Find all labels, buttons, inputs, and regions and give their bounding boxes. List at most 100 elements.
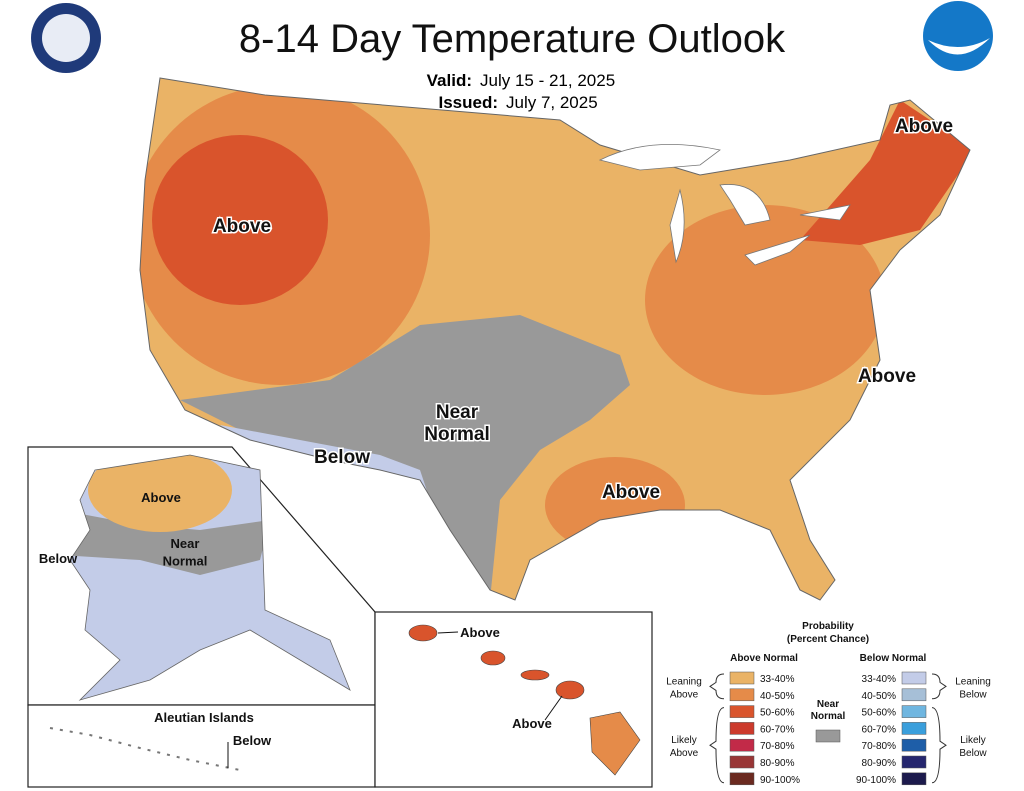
issued-date: July 7, 2025 [506, 93, 598, 112]
aleutian-islands [49, 727, 241, 771]
label-line: Above [512, 716, 552, 731]
legend-swatch [729, 671, 755, 685]
label-line: Below [314, 447, 370, 468]
region-label: Below [313, 446, 372, 470]
map-labels: AboveAboveAboveAboveNearNormalBelowAbove… [39, 115, 955, 749]
legend-bin-label: 33-40% [760, 674, 795, 685]
region-label: Above [460, 625, 500, 640]
gulf-40-50 [545, 457, 685, 553]
label-line: Near [171, 536, 200, 551]
legend-brace [931, 707, 947, 784]
legend-swatch [901, 755, 927, 769]
valid-dates: July 15 - 21, 2025 [480, 71, 615, 90]
valid-label: Valid: [427, 71, 472, 90]
legend-title: Probability [802, 621, 854, 632]
label-line: Above [460, 625, 500, 640]
region-label: Above [141, 490, 181, 505]
legend-swatch [729, 688, 755, 702]
legend-bin-label: 90-100% [856, 775, 896, 786]
region-label: Above [856, 365, 917, 389]
noaa-logo [923, 1, 993, 71]
legend-swatch [901, 738, 927, 752]
label-line: Above [858, 366, 916, 387]
commerce-logo-inner [42, 14, 90, 62]
legend-swatch [729, 722, 755, 735]
label-line: Above [141, 490, 181, 505]
legend-swatch [901, 688, 927, 702]
label-line: Above [895, 116, 953, 137]
maui [555, 680, 585, 700]
legend-bin-label: 70-80% [760, 741, 795, 752]
legend-bin-label: 80-90% [760, 758, 795, 769]
legend-swatch [729, 755, 755, 769]
label-line: Normal [424, 424, 489, 445]
legend-swatch [901, 705, 927, 718]
issued-label: Issued: [438, 93, 498, 112]
west-50-60 [152, 135, 328, 305]
legend-swatch [901, 671, 927, 685]
legend-heading: Above Normal [730, 653, 798, 664]
east-40-50 [645, 205, 885, 395]
region-label: Above [512, 716, 552, 731]
title: 8-14 Day Temperature Outlook [239, 17, 786, 61]
label-line: Normal [811, 711, 846, 722]
leader-line [544, 695, 563, 721]
molokai [520, 669, 550, 681]
region-label: Above [211, 215, 272, 239]
label-line: Above [213, 216, 271, 237]
near-normal-zone [180, 315, 630, 600]
region-label: Below [233, 733, 272, 748]
legend-swatch [901, 772, 927, 786]
legend-title: (Percent Chance) [787, 634, 869, 645]
label-line: Leaning [955, 676, 991, 687]
alaska-outline [69, 454, 351, 701]
region-label: Above [893, 115, 954, 139]
lake-michigan [669, 188, 685, 264]
legend-brace [709, 673, 725, 700]
aleutian-inset [27, 704, 376, 788]
legend-bin-label: 40-50% [862, 691, 897, 702]
label-line: Above [670, 748, 699, 759]
label-line: Above [670, 689, 699, 700]
big-island [589, 711, 641, 776]
aleutian-title: Aleutian Islands [154, 710, 254, 725]
legend-swatch [901, 722, 927, 735]
label-line: Leaning [666, 676, 702, 687]
label-line: Normal [163, 553, 208, 568]
legend-swatch [729, 772, 755, 786]
label-line: Above [602, 482, 660, 503]
legend-heading: Below Normal [860, 653, 927, 664]
region-label: Below [39, 551, 78, 566]
conus [140, 78, 970, 600]
lake-superior [598, 144, 721, 171]
region-label: Above [600, 481, 661, 505]
label-line: Likely [960, 735, 986, 746]
label-line: Likely [671, 735, 697, 746]
region-label: Near Normal [163, 536, 208, 568]
legend-bin-label: 90-100% [760, 775, 800, 786]
conus-outline [139, 77, 971, 601]
legend-swatch [815, 729, 841, 743]
legend-swatch [729, 738, 755, 752]
lake-ontario [799, 204, 851, 221]
legend-bin-label: 50-60% [862, 708, 897, 719]
oahu [480, 650, 506, 666]
legend-bin-label: 70-80% [862, 741, 897, 752]
legend-bin-label: 60-70% [862, 724, 897, 735]
lake-erie [744, 234, 811, 266]
label-line: Near [436, 402, 479, 423]
label-line: Below [233, 733, 272, 748]
leader-line [437, 631, 459, 634]
alaska-above-zone [88, 455, 232, 532]
label-line: Near [817, 699, 839, 710]
legend-bin-label: 80-90% [862, 758, 897, 769]
legend-swatch [729, 705, 755, 718]
alaska-near-normal-zone [70, 510, 270, 575]
legend: Probability (Percent Chance) Above Normal B… [666, 621, 991, 786]
label-line: Below [959, 748, 987, 759]
legend-bin-label: 33-40% [862, 674, 897, 685]
label-line: Below [959, 689, 987, 700]
legend-brace [709, 707, 725, 784]
legend-bin-label: 50-60% [760, 708, 795, 719]
